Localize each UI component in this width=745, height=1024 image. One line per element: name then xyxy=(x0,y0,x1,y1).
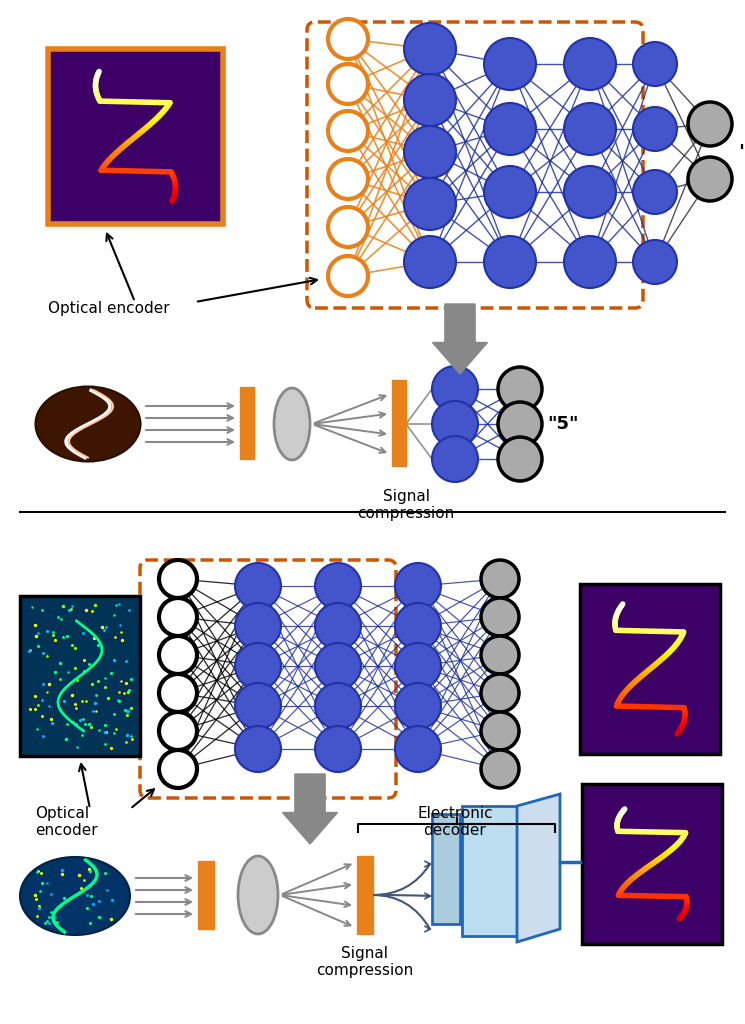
Circle shape xyxy=(564,166,616,218)
Circle shape xyxy=(484,236,536,288)
Text: "5": "5" xyxy=(547,415,579,433)
Circle shape xyxy=(328,19,368,59)
Circle shape xyxy=(315,603,361,649)
Circle shape xyxy=(328,207,368,247)
Circle shape xyxy=(564,103,616,155)
Circle shape xyxy=(404,74,456,126)
Circle shape xyxy=(564,38,616,90)
Circle shape xyxy=(159,712,197,750)
Ellipse shape xyxy=(20,857,130,935)
Circle shape xyxy=(633,240,677,284)
Circle shape xyxy=(564,236,616,288)
Circle shape xyxy=(235,726,281,772)
Bar xyxy=(20,596,140,756)
Bar xyxy=(582,784,722,944)
Bar xyxy=(580,584,720,754)
Circle shape xyxy=(159,636,197,674)
Circle shape xyxy=(159,598,197,636)
Circle shape xyxy=(315,643,361,689)
Circle shape xyxy=(498,367,542,411)
Circle shape xyxy=(159,750,197,788)
Circle shape xyxy=(235,683,281,729)
Circle shape xyxy=(235,643,281,689)
Text: Signal
compression: Signal compression xyxy=(358,489,454,521)
Circle shape xyxy=(159,674,197,712)
Circle shape xyxy=(395,603,441,649)
FancyArrow shape xyxy=(433,304,487,374)
Circle shape xyxy=(395,726,441,772)
Circle shape xyxy=(484,38,536,90)
Circle shape xyxy=(481,598,519,636)
Text: Optical
encoder: Optical encoder xyxy=(35,806,98,839)
Circle shape xyxy=(432,366,478,412)
Circle shape xyxy=(432,401,478,447)
Circle shape xyxy=(395,643,441,689)
Circle shape xyxy=(432,436,478,482)
Circle shape xyxy=(328,159,368,199)
Circle shape xyxy=(235,603,281,649)
Circle shape xyxy=(688,102,732,146)
Circle shape xyxy=(315,726,361,772)
Text: Signal
compression: Signal compression xyxy=(317,946,413,978)
Circle shape xyxy=(498,437,542,481)
Circle shape xyxy=(404,236,456,288)
FancyArrow shape xyxy=(282,774,337,844)
Bar xyxy=(432,814,460,924)
Circle shape xyxy=(481,712,519,750)
Bar xyxy=(392,380,406,466)
Circle shape xyxy=(481,636,519,674)
Circle shape xyxy=(633,170,677,214)
Circle shape xyxy=(481,560,519,598)
Text: Electronic
decoder: Electronic decoder xyxy=(417,806,492,839)
Circle shape xyxy=(633,42,677,86)
Ellipse shape xyxy=(36,386,141,462)
Circle shape xyxy=(328,111,368,151)
Polygon shape xyxy=(517,794,560,942)
Circle shape xyxy=(481,674,519,712)
Circle shape xyxy=(688,157,732,201)
Circle shape xyxy=(315,683,361,729)
Ellipse shape xyxy=(238,856,278,934)
Bar xyxy=(240,387,254,459)
Ellipse shape xyxy=(274,388,310,460)
Circle shape xyxy=(404,23,456,75)
Circle shape xyxy=(235,563,281,609)
Circle shape xyxy=(395,683,441,729)
Circle shape xyxy=(159,560,197,598)
Circle shape xyxy=(404,126,456,178)
Circle shape xyxy=(484,103,536,155)
Circle shape xyxy=(328,63,368,104)
Circle shape xyxy=(481,750,519,788)
Text: Optical encoder: Optical encoder xyxy=(48,301,170,316)
Text: "5": "5" xyxy=(738,142,745,162)
Circle shape xyxy=(498,402,542,446)
Circle shape xyxy=(404,178,456,230)
Circle shape xyxy=(328,256,368,296)
Circle shape xyxy=(484,166,536,218)
Circle shape xyxy=(315,563,361,609)
Bar xyxy=(462,806,517,936)
Circle shape xyxy=(633,106,677,151)
Bar xyxy=(48,49,223,224)
Bar xyxy=(198,861,214,929)
Circle shape xyxy=(395,563,441,609)
Bar xyxy=(357,856,373,934)
